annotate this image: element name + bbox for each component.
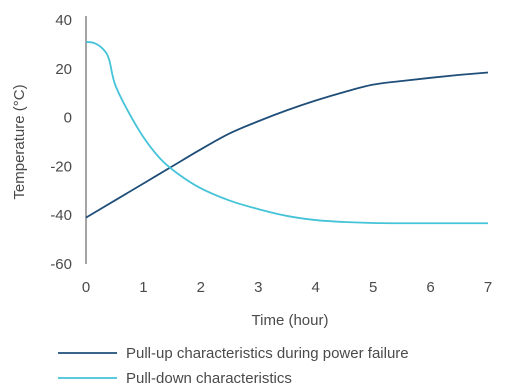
y-tick-label: 40 (55, 12, 72, 29)
y-tick-label: 20 (55, 61, 72, 78)
series-lines (85, 41, 489, 225)
y-axis-title: Temperature (°C) (11, 84, 28, 199)
x-tick-labels: 0 1 2 3 4 5 6 7 (82, 279, 492, 296)
y-tick-label: 0 (64, 110, 72, 127)
y-tick-labels: 40 20 0 -20 -40 -60 (50, 12, 72, 273)
legend-label: Pull-down characteristics (126, 370, 292, 387)
series-line-pull-up (85, 71, 489, 219)
series-line-pull-down (85, 41, 488, 225)
legend: Pull-up characteristics during power fai… (58, 345, 409, 387)
x-tick-label: 1 (139, 279, 147, 296)
y-tick-label: -40 (50, 207, 72, 224)
x-tick-label: 7 (484, 279, 492, 296)
x-tick-label: 5 (369, 279, 377, 296)
legend-item: Pull-down characteristics (58, 370, 292, 387)
y-tick-label: -20 (50, 158, 72, 175)
x-tick-label: 3 (254, 279, 262, 296)
x-tick-label: 0 (82, 279, 90, 296)
legend-item: Pull-up characteristics during power fai… (58, 345, 409, 362)
legend-label: Pull-up characteristics during power fai… (126, 345, 409, 362)
x-tick-label: 2 (197, 279, 205, 296)
x-tick-label: 6 (426, 279, 434, 296)
x-axis-title: Time (hour) (252, 312, 329, 329)
x-tick-label: 4 (312, 279, 320, 296)
y-tick-label: -60 (50, 256, 72, 273)
